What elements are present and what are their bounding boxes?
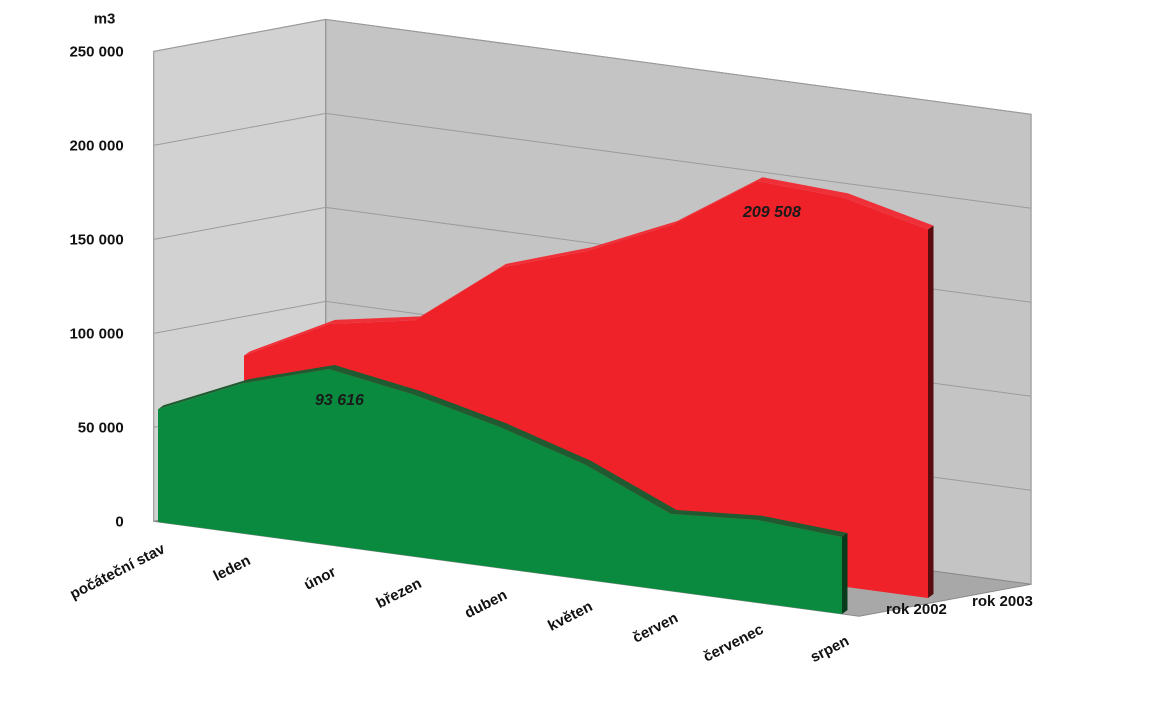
x-category-label: únor	[301, 563, 339, 593]
area-top-surface	[158, 365, 848, 537]
x-category-label: srpen	[808, 632, 852, 666]
area-side-face	[842, 533, 848, 614]
data-label: 93 616	[315, 392, 364, 409]
series-rok-2002-area	[158, 365, 848, 614]
x-category-label: duben	[462, 586, 510, 622]
series-label: rok 2002	[886, 601, 947, 618]
y-tick-label: 0	[115, 513, 123, 530]
x-category-label: březen	[374, 575, 425, 612]
y-tick-label: 250 000	[69, 43, 123, 60]
y-tick-label: 200 000	[69, 137, 123, 154]
gridline	[153, 18, 1032, 115]
x-category-label: leden	[211, 552, 254, 585]
y-tick-label: 50 000	[78, 419, 124, 436]
x-category-label: počáteční stav	[67, 540, 168, 603]
area-front-face	[158, 369, 842, 614]
series-axis-labels: rok 2003 rok 2002	[886, 593, 1033, 618]
data-label: 209 508	[742, 204, 801, 221]
y-axis-title: m3	[94, 10, 116, 27]
y-tick-label: 100 000	[69, 325, 123, 342]
series-label: rok 2003	[972, 593, 1033, 610]
x-category-label: červen	[630, 609, 681, 646]
data-labels: 209 508 93 616	[315, 204, 801, 409]
x-category-label: květen	[545, 598, 595, 635]
y-tick-label: 150 000	[69, 231, 123, 248]
x-category-label: červenec	[701, 621, 767, 666]
gridline	[153, 112, 1032, 209]
y-axis-tick-labels: 0 50 000 100 000 150 000 200 000 250 000	[69, 43, 123, 530]
area-side-face	[928, 225, 934, 598]
